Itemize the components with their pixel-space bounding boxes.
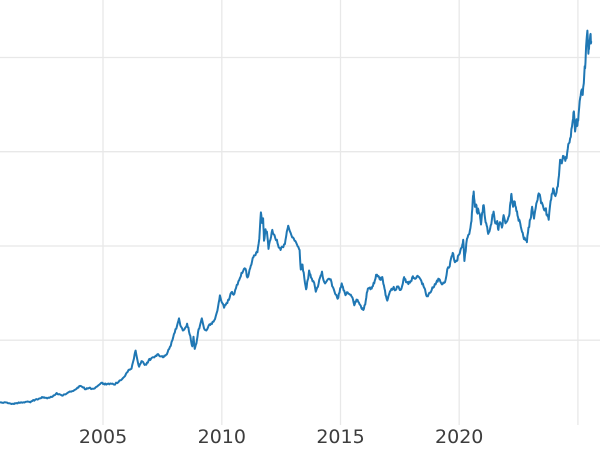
price-line	[0, 29, 593, 405]
x-tick-label: 2005	[79, 426, 127, 448]
gridlines	[0, 0, 600, 425]
x-tick-label: 2010	[198, 426, 246, 448]
x-axis-tick-labels: 2005 2010 2015 2020	[79, 426, 484, 448]
x-tick-label: 2015	[316, 426, 364, 448]
x-tick-label: 2020	[435, 426, 483, 448]
